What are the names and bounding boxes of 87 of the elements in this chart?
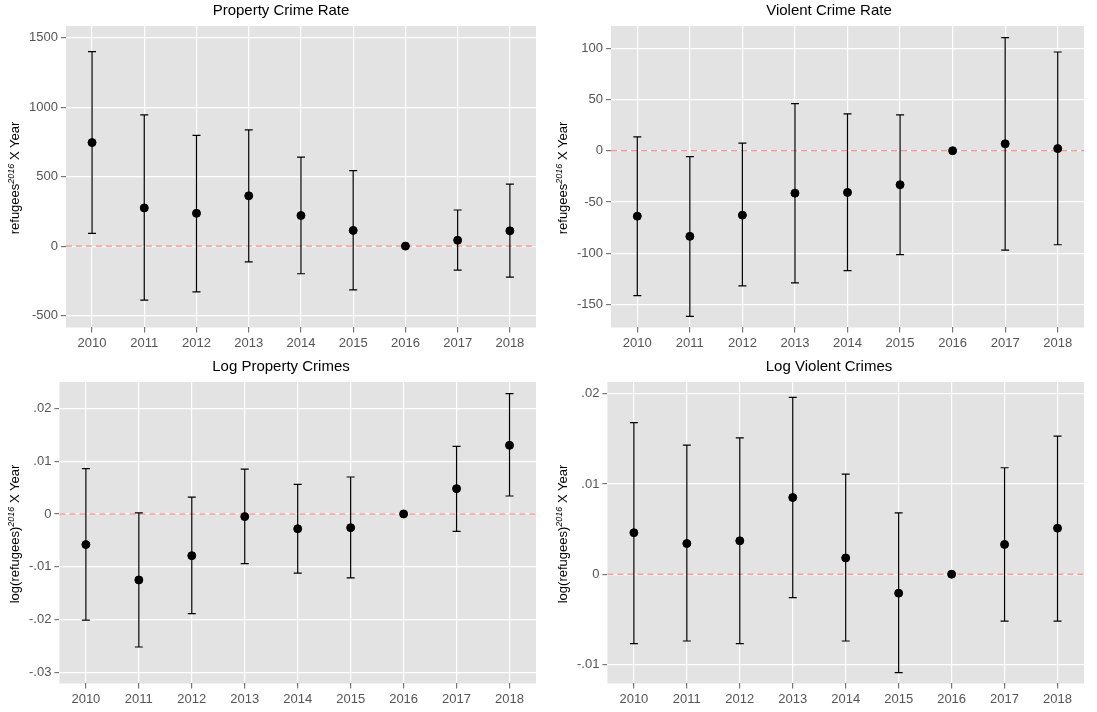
x-tick-label: 2017 <box>990 690 1020 706</box>
x-tick-label: 2011 <box>130 334 159 350</box>
y-tick-label: .02 <box>581 385 600 401</box>
x-tick-label: 2014 <box>283 690 313 706</box>
y-tick-label: 100 <box>581 39 604 55</box>
y-tick-label: 0 <box>595 142 604 158</box>
x-tick-label: 2018 <box>495 690 524 706</box>
x-tick-label: 2016 <box>938 334 968 350</box>
point <box>894 588 904 598</box>
point <box>948 146 958 156</box>
point <box>293 524 303 534</box>
point <box>737 210 747 220</box>
x-tick-label: 2014 <box>286 334 316 350</box>
point <box>947 569 957 579</box>
y-tick-label: -.01 <box>28 558 52 574</box>
point <box>453 235 463 245</box>
point <box>400 241 410 251</box>
x-tick-label: 2018 <box>495 334 525 350</box>
x-tick-label: 2010 <box>619 690 649 706</box>
x-tick-label: 2018 <box>1043 690 1072 706</box>
x-tick-label: 2017 <box>990 334 1020 350</box>
y-tick-label: -500 <box>31 307 58 323</box>
point <box>240 512 250 522</box>
y-tick-label: -.02 <box>28 611 52 627</box>
x-tick-label: 2012 <box>725 690 755 706</box>
x-tick-label: 2016 <box>389 690 419 706</box>
point <box>735 536 745 546</box>
chart-title: Log Violent Crimes <box>765 357 893 375</box>
y-tick-label: -.03 <box>28 663 52 679</box>
point <box>685 231 695 241</box>
x-tick-label: 2012 <box>727 334 757 350</box>
x-tick-label: 2012 <box>177 690 207 706</box>
y-tick-label: 0 <box>50 237 58 253</box>
y-tick-label: 0 <box>44 505 52 521</box>
point <box>843 187 853 197</box>
y-tick-label: 500 <box>36 168 58 184</box>
x-tick-label: 2010 <box>622 334 652 350</box>
point <box>632 211 642 221</box>
x-tick-label: 2010 <box>71 690 101 706</box>
x-tick-label: 2014 <box>831 690 861 706</box>
y-tick-label: -.01 <box>576 656 600 672</box>
y-tick-label: 1000 <box>29 98 58 114</box>
y-tick-label: -100 <box>576 244 604 260</box>
point <box>1053 144 1063 154</box>
point <box>399 509 409 519</box>
point <box>244 191 254 201</box>
point <box>788 493 798 503</box>
point <box>1000 539 1010 549</box>
point <box>348 225 358 235</box>
x-tick-label: 2011 <box>124 690 153 706</box>
x-tick-label: 2011 <box>675 334 704 350</box>
x-tick-label: 2015 <box>884 690 914 706</box>
y-tick-label: .02 <box>33 399 52 415</box>
point <box>346 523 356 533</box>
y-tick-label: 50 <box>588 91 604 107</box>
x-tick-label: 2014 <box>833 334 862 350</box>
x-tick-label: 2015 <box>885 334 915 350</box>
y-tick-label: 1500 <box>29 29 58 45</box>
point <box>505 440 515 450</box>
x-tick-label: 2017 <box>443 334 473 350</box>
x-tick-label: 2013 <box>230 690 260 706</box>
point <box>139 203 149 213</box>
y-tick-label: .01 <box>33 452 52 468</box>
x-tick-label: 2016 <box>390 334 420 350</box>
x-tick-label: 2012 <box>182 334 211 350</box>
point <box>187 551 197 561</box>
point <box>134 575 144 585</box>
point <box>452 484 462 494</box>
x-tick-label: 2013 <box>780 334 810 350</box>
x-tick-label: 2018 <box>1043 334 1073 350</box>
y-tick-label: -50 <box>584 193 604 209</box>
point <box>1000 139 1010 149</box>
x-tick-label: 2013 <box>234 334 264 350</box>
x-tick-label: 2017 <box>442 690 472 706</box>
y-tick-label: 0 <box>592 565 600 581</box>
x-tick-label: 2015 <box>336 690 366 706</box>
y-tick-label: -150 <box>576 295 604 311</box>
x-tick-label: 2013 <box>778 690 808 706</box>
x-tick-label: 2011 <box>672 690 701 706</box>
point <box>192 208 201 218</box>
x-tick-label: 2010 <box>77 334 107 350</box>
x-tick-label: 2015 <box>338 334 368 350</box>
y-tick-label: .01 <box>581 475 600 491</box>
chart-title: Violent Crime Rate <box>766 1 892 19</box>
chart-title: Property Crime Rate <box>212 1 350 19</box>
x-tick-label: 2016 <box>937 690 967 706</box>
chart-title: Log Property Crimes <box>212 357 350 375</box>
